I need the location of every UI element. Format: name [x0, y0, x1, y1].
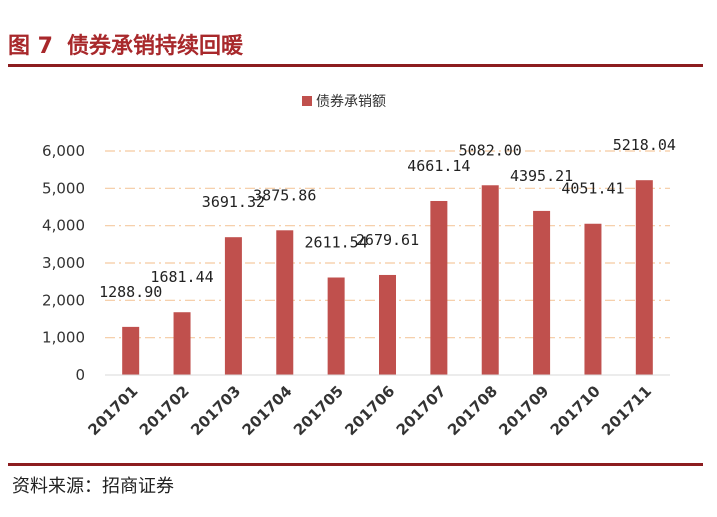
figure-number: 图 7: [8, 34, 53, 59]
data-label: 4395.21: [510, 167, 573, 185]
x-tick-label: 201709: [495, 382, 552, 439]
bar: [276, 230, 294, 375]
y-axis-ticks: 0 1,000 2,000 3,000 4,000 5,000 6,000: [42, 142, 85, 384]
y-tick-label: 1,000: [42, 329, 85, 347]
y-tick-label: 3,000: [42, 254, 85, 272]
y-tick-label: 6,000: [42, 142, 85, 160]
x-tick-label: 201704: [239, 382, 296, 439]
x-tick-label: 201702: [136, 382, 193, 439]
x-tick-label: 201711: [598, 382, 655, 439]
x-tick-label: 201707: [393, 382, 450, 439]
x-tick-label: 201701: [84, 382, 141, 439]
bar: [224, 237, 242, 375]
data-label: 2679.61: [356, 231, 419, 249]
legend: 债券承销额: [302, 94, 386, 110]
data-label: 5082.00: [459, 141, 522, 159]
bar: [173, 312, 191, 375]
bar: [635, 180, 653, 375]
bar: [584, 223, 602, 375]
data-label: 3875.86: [253, 186, 316, 204]
legend-label: 债券承销额: [316, 94, 386, 110]
source-note: 资料来源：招商证券: [12, 476, 174, 497]
bar: [379, 274, 396, 375]
bottom-rule: [8, 463, 703, 466]
data-label: 4051.41: [561, 180, 624, 198]
legend-swatch: [302, 96, 312, 106]
y-tick-label: 4,000: [42, 217, 85, 235]
top-rule: [8, 64, 703, 67]
x-tick-label: 201708: [444, 382, 501, 439]
bar: [430, 200, 448, 375]
figure-title-text: 债券承销持续回暖: [66, 34, 243, 59]
y-tick-label: 5,000: [42, 179, 85, 197]
data-label: 2611.54: [305, 234, 368, 252]
data-label: 3691.32: [202, 193, 265, 211]
bar: [327, 277, 345, 375]
data-label: 1288.90: [99, 283, 162, 301]
x-tick-label: 201706: [341, 382, 398, 439]
y-tick-label: 2,000: [42, 291, 85, 309]
data-label: 5218.04: [613, 136, 676, 154]
x-tick-label: 201705: [290, 382, 347, 439]
data-label: 1681.44: [150, 268, 213, 286]
x-axis-ticks: 2017012017022017032017042017052017062017…: [84, 382, 655, 439]
bar: [533, 210, 551, 375]
x-tick-label: 201703: [187, 382, 244, 439]
figure-title: 图 7 债券承销持续回暖: [8, 26, 243, 62]
x-tick-label: 201710: [547, 382, 604, 439]
bar: [481, 185, 499, 375]
bar: [122, 326, 140, 375]
bars: [122, 180, 653, 375]
y-tick-label: 0: [75, 366, 85, 384]
data-label: 4661.14: [407, 157, 470, 175]
